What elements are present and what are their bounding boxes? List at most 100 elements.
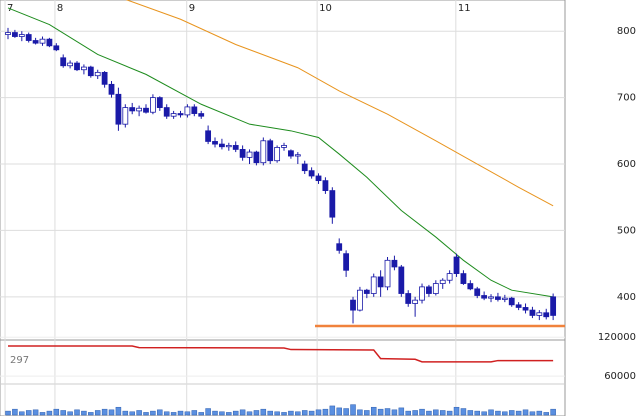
volume-bar [488,409,494,416]
volume-bar [143,412,149,416]
candle-body [115,93,122,125]
candle-body [184,106,191,116]
volume-bar [122,410,129,416]
candle-body [508,297,515,306]
volume-bar [439,410,446,416]
candle-body [315,175,322,182]
volume-bar [502,411,508,416]
candle-body [426,286,432,294]
candle-body [136,107,143,112]
volume-bar [364,410,370,416]
volume-bar [446,410,453,416]
volume-bar [19,411,25,416]
volume-bar [308,410,315,416]
volume-bar [253,410,260,416]
volume-bar [108,409,115,416]
candle-body [246,151,253,158]
volume-bar [191,410,198,416]
y-tick-label: 400 [617,292,636,303]
volume-bar [460,408,467,416]
volume-bar [295,411,301,416]
volume-bar [219,411,225,416]
volume-bar [150,410,156,416]
candle-body [170,113,177,117]
volume-bar [81,410,87,416]
candle-body [177,113,184,116]
candle-body [294,154,301,157]
candle-body [453,256,460,274]
candle-body [143,107,149,113]
candle-body [32,40,39,44]
candle-body [515,304,522,308]
volume-bar [163,411,170,416]
volume-bar [529,411,536,416]
candle-body [274,147,281,162]
candle-body [288,150,294,157]
volume-bar [288,410,294,416]
candle-body [156,97,163,108]
y-tick-label: 600 [617,159,636,170]
candle-body [60,57,67,67]
volume-bar [239,409,246,416]
candle-body [550,296,557,316]
candle-body [74,62,80,71]
volume-bar [281,412,287,416]
volume-bar [115,406,122,416]
candle-body [481,295,488,299]
candle-body [267,140,274,162]
candle-body [94,71,101,77]
y-tick-label: 500 [617,225,636,236]
volume-bar [74,409,80,416]
volume-bar [67,411,73,416]
candle-body [225,145,232,148]
candle-body [212,141,218,145]
candle-body [495,296,501,300]
candle-body [391,259,398,268]
candle-body [163,107,170,117]
volume-bar [5,410,11,416]
candle-body [301,163,308,172]
volume-bar [377,408,384,416]
volume-bar [198,412,204,416]
candle-body [488,296,494,299]
volume-bar [508,410,515,416]
x-tick-label: 11 [458,3,471,14]
candle-body [253,151,260,164]
volume-bar [467,410,474,416]
volume-bar [88,412,94,416]
volume-bar [343,408,349,416]
volume-bar [370,406,377,416]
candle-body [260,140,267,164]
candle-body [350,299,356,311]
volume-bar [212,410,218,416]
volume-bar [322,408,329,416]
candle-body [501,297,508,300]
volume-bar [336,407,342,416]
volume-bar [405,410,411,416]
candle-body [522,307,529,311]
candle-body [439,279,446,284]
volume-bar [474,410,480,416]
candle-body [46,38,53,47]
volume-bar [426,410,432,416]
volume-bar [391,409,398,416]
volume-bar [32,409,39,416]
y-tick-label: 700 [617,93,636,104]
candle-body [232,145,239,150]
candle-body [536,312,543,316]
candle-body [81,66,87,71]
candle-body [467,283,474,290]
candle-body [398,266,405,294]
candle-body [39,38,46,44]
x-tick-label: 10 [319,3,332,14]
candle-body [205,130,212,142]
candle-body [239,149,246,158]
volume-bar [433,409,439,416]
candle-body [129,107,136,112]
candle-body [18,34,25,37]
volume-bar [260,408,267,416]
moving-average [7,7,554,298]
volume-bar [453,406,460,416]
volume-bar [129,411,135,416]
